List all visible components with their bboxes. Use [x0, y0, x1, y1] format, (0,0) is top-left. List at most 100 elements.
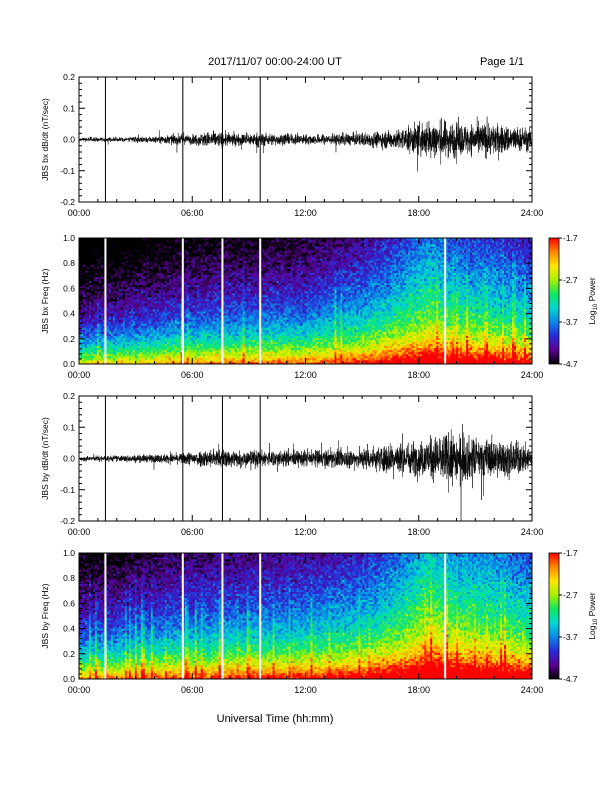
spectrogram-cell [115, 277, 117, 279]
spectrogram-cell [119, 293, 121, 295]
spectrogram-cell [111, 291, 113, 293]
spectrogram-cell [133, 277, 135, 279]
spectrogram-cell [101, 289, 103, 291]
spectrogram-cell [87, 325, 89, 327]
spectrogram-cell [133, 262, 135, 264]
spectrogram-cell [129, 334, 131, 336]
spectrogram-cell [109, 321, 111, 323]
spectrogram-cell [101, 350, 103, 352]
spectrogram-cell [145, 283, 147, 285]
spectrogram-cell [91, 240, 93, 242]
spectrogram-cell [129, 285, 131, 287]
spectrogram-cell [127, 252, 129, 254]
spectrogram-cell [95, 295, 97, 297]
spectrogram-cell [123, 277, 125, 279]
spectrogram-cell [87, 277, 89, 279]
page-indicator: Page 1/1 [480, 56, 524, 68]
spectrogram-cell [133, 309, 135, 311]
spectrogram-cell [115, 287, 117, 289]
spectrogram-cell [83, 264, 85, 266]
spectrogram-cell [129, 303, 131, 305]
spectrogram-cell [111, 358, 113, 360]
spectrogram-cell [91, 289, 93, 291]
spectrogram-cell [141, 321, 143, 323]
spectrogram-cell [115, 323, 117, 325]
spectrogram-cell [91, 303, 93, 305]
spectrogram-cell [127, 327, 129, 329]
spectrogram-cell [91, 273, 93, 275]
spectrogram-cell [109, 252, 111, 254]
spectrogram-cell [87, 350, 89, 352]
spectrogram-cell [145, 338, 147, 340]
spectrogram-cell [109, 342, 111, 344]
spectrogram-cell [91, 309, 93, 311]
spectrogram-cell [141, 250, 143, 252]
spectrogram-cell [111, 317, 113, 319]
spectrogram-cell [91, 331, 93, 333]
spectrogram-cell [145, 356, 147, 358]
x-tick-label: 18:00 [407, 208, 430, 218]
spectrogram-cell [95, 334, 97, 336]
spectrogram-cell [109, 242, 111, 244]
spectrogram-cell [119, 334, 121, 336]
spectrogram-cell [129, 350, 131, 352]
spectrogram-cell [119, 289, 121, 291]
spectrogram-cell [101, 277, 103, 279]
spectrogram-cell [137, 299, 139, 301]
spectrogram-cell [123, 327, 125, 329]
spectrogram-cell [95, 350, 97, 352]
spectrogram-cell [137, 260, 139, 262]
spectrogram-cell [83, 305, 85, 307]
spectrogram-cell [101, 295, 103, 297]
spectrogram-cell [141, 307, 143, 309]
spectrogram-cell [91, 327, 93, 329]
spectrogram-cell [109, 289, 111, 291]
spectrogram-cell [101, 266, 103, 268]
spectrogram-cell [137, 242, 139, 244]
spectrogram-cell [115, 256, 117, 258]
spectrogram-cell [141, 297, 143, 299]
spectrogram-cell [129, 317, 131, 319]
spectrogram-cell [127, 271, 129, 273]
spectrogram-cell [133, 356, 135, 358]
spectrogram-cell [133, 342, 135, 344]
spectrogram-cell [141, 254, 143, 256]
spectrogram-cell [119, 242, 121, 244]
spectrogram-cell [97, 279, 99, 281]
spectrogram-cell [133, 271, 135, 273]
spectrogram-cell [115, 275, 117, 277]
spectrogram-cell [119, 297, 121, 299]
spectrogram-cell [127, 264, 129, 266]
spectrogram-cell [109, 301, 111, 303]
spectrogram-cell [137, 317, 139, 319]
spectrogram-cell [119, 256, 121, 258]
spectrogram-cell [95, 287, 97, 289]
spectrogram-cell [119, 329, 121, 331]
spectrogram-cell [87, 348, 89, 350]
spectrogram-cell [91, 264, 93, 266]
spectrogram-cell [91, 311, 93, 313]
spectrogram-cell [111, 293, 113, 295]
spectrogram-cell [87, 342, 89, 344]
spectrogram-cell [95, 254, 97, 256]
spectrogram-cell [123, 303, 125, 305]
spectrogram-cell [123, 268, 125, 270]
spectrogram-cell [123, 315, 125, 317]
spectrogram-cell [115, 297, 117, 299]
spectrogram-cell [115, 291, 117, 293]
spectrogram-cell [145, 289, 147, 291]
spectrogram-cell [123, 252, 125, 254]
spectrogram-cell [119, 299, 121, 301]
spectrogram-cell [141, 260, 143, 262]
spectrogram-cell [87, 303, 89, 305]
spectrogram-cell [141, 311, 143, 313]
spectrogram-cell [97, 248, 99, 250]
spectrogram-cell [87, 289, 89, 291]
spectrogram-cell [109, 266, 111, 268]
spectrogram-cell [129, 319, 131, 321]
spectrogram-cell [115, 319, 117, 321]
spectrogram-cell [119, 338, 121, 340]
spectrogram-cell [111, 266, 113, 268]
spectrogram-cell [91, 291, 93, 293]
spectrogram-cell [127, 297, 129, 299]
